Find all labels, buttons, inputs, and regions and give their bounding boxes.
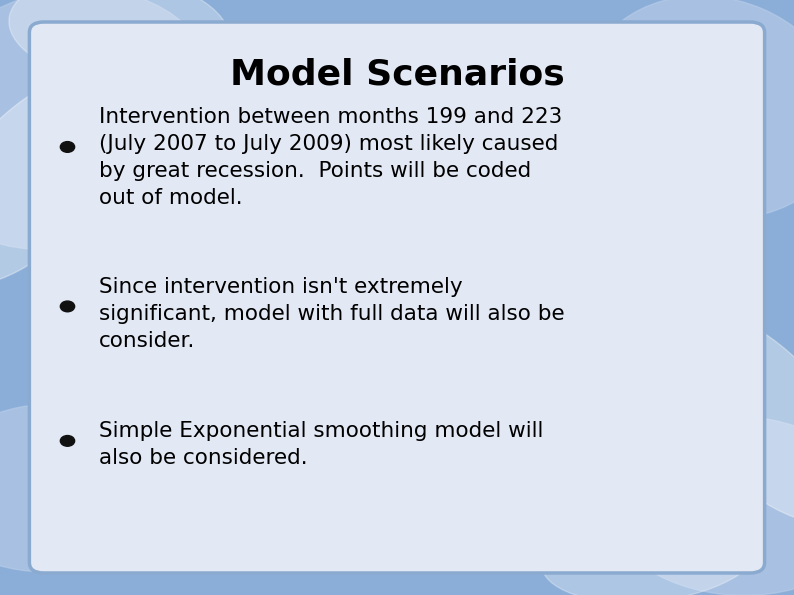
Ellipse shape (604, 416, 794, 595)
Text: Since intervention isn't extremely
significant, model with full data will also b: Since intervention isn't extremely signi… (99, 277, 565, 351)
Text: Model Scenarios: Model Scenarios (229, 57, 565, 92)
Circle shape (60, 301, 75, 312)
Circle shape (60, 142, 75, 152)
Ellipse shape (9, 0, 229, 84)
FancyBboxPatch shape (29, 22, 765, 573)
Ellipse shape (541, 505, 761, 595)
Text: Simple Exponential smoothing model will
also be considered.: Simple Exponential smoothing model will … (99, 421, 544, 468)
Circle shape (60, 436, 75, 446)
Ellipse shape (0, 72, 133, 285)
Ellipse shape (0, 0, 220, 249)
Ellipse shape (0, 404, 166, 572)
Text: Intervention between months 199 and 223
(July 2007 to July 2009) most likely cau: Intervention between months 199 and 223 … (99, 107, 562, 208)
Ellipse shape (661, 310, 794, 523)
Ellipse shape (584, 0, 794, 218)
